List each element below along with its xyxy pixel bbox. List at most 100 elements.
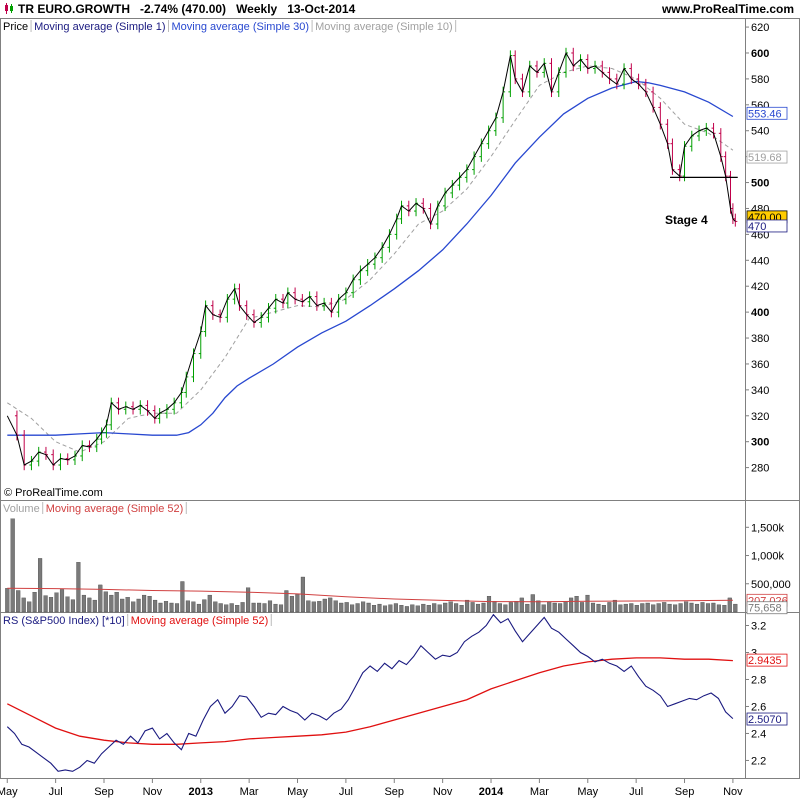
volume-y-axis: 500,000 1,000k 1,500k xyxy=(745,522,791,591)
volume-bar xyxy=(32,592,37,613)
volume-bar xyxy=(10,518,15,613)
volume-bar xyxy=(640,603,645,613)
site-url[interactable]: www.ProRealTime.com xyxy=(661,2,794,16)
volume-bar xyxy=(251,602,256,613)
price-y-axis: 2803003203403603804004204404604805005205… xyxy=(745,22,769,475)
stage-annotation: Stage 4 xyxy=(665,213,708,227)
volume-bar xyxy=(678,603,683,613)
time-x-axis: May Jul Sep Nov 2013 Mar May Jul Sep Nov 2014 Mar Ma… xyxy=(0,778,743,798)
volume-bar xyxy=(366,602,371,613)
volume-bar xyxy=(21,597,26,613)
volume-bar xyxy=(705,603,711,613)
volume-bar xyxy=(684,601,689,613)
volume-bar xyxy=(497,603,502,613)
panel-frames xyxy=(0,18,800,779)
rs-series xyxy=(6,613,734,772)
volume-bar xyxy=(530,594,535,613)
volume-bar xyxy=(563,601,568,613)
legend-entry: Moving average (Simple 30) xyxy=(172,21,310,33)
volume-bar xyxy=(273,603,278,613)
volume-bar xyxy=(656,603,661,613)
volume-bar xyxy=(207,594,212,613)
axis-marker-box xyxy=(746,150,788,164)
price-legend: Price Moving average (Simple 1) Moving ave… xyxy=(3,20,457,33)
x-tick-label: Sep xyxy=(384,786,404,798)
volume-bar xyxy=(142,594,147,613)
x-tick-label: Nov xyxy=(433,786,453,798)
price-panel: Price Moving average (Simple 1) Moving ave… xyxy=(3,20,788,499)
legend-entry: Moving average (Simple 52) xyxy=(131,615,269,627)
volume-bar xyxy=(284,590,289,613)
volume-bar xyxy=(415,605,420,613)
volume-bar xyxy=(114,592,119,613)
volume-bar xyxy=(98,584,103,613)
volume-bar xyxy=(153,599,158,613)
volume-series xyxy=(5,518,738,613)
volume-bar xyxy=(350,604,355,613)
header-left: TR EURO.GROWTH -2.74% (470.00) Weekly 13-Oc… xyxy=(4,2,365,16)
axis-marker-label: 553.46 xyxy=(748,108,782,120)
axis-marker-box xyxy=(746,219,788,233)
volume-bar xyxy=(432,603,437,613)
volume-bar xyxy=(514,601,519,613)
y-tick-label: 3 xyxy=(751,647,757,659)
volume-bar xyxy=(503,604,508,613)
y-tick-label: 3.2 xyxy=(751,620,766,632)
y-tick-label: 340 xyxy=(751,385,769,397)
y-tick-label: 1,000k xyxy=(751,551,785,563)
rs-ma-line xyxy=(7,657,733,745)
x-tick-label: Jul xyxy=(629,786,643,798)
volume-bar xyxy=(722,605,727,613)
y-tick-label: 380 xyxy=(751,333,769,345)
x-tick-label: Sep xyxy=(675,786,695,798)
x-tick-label: May xyxy=(577,786,598,798)
volume-bar xyxy=(437,604,442,613)
volume-bar xyxy=(547,601,552,613)
y-tick-label: 300 xyxy=(751,437,769,449)
volume-bar xyxy=(536,600,541,613)
axis-marker-label: 2.5070 xyxy=(748,714,782,726)
volume-bar xyxy=(163,601,169,613)
legend-entry: Volume xyxy=(3,503,40,515)
volume-bar xyxy=(475,603,481,613)
ma10-line xyxy=(7,65,734,453)
volume-bar xyxy=(694,603,700,613)
y-tick-label: 440 xyxy=(751,255,769,267)
volume-bar xyxy=(377,603,382,613)
volume-bar xyxy=(410,604,415,613)
volume-bar xyxy=(651,604,656,613)
volume-bar xyxy=(202,599,207,613)
volume-bar xyxy=(459,605,464,613)
volume-bar xyxy=(569,597,574,613)
volume-bar xyxy=(191,601,196,613)
volume-bar xyxy=(38,558,43,613)
volume-bar xyxy=(289,596,294,613)
volume-bar xyxy=(454,603,459,613)
y-tick-label: 460 xyxy=(751,229,769,241)
y-tick-label: 2.8 xyxy=(751,674,766,686)
volume-bar xyxy=(278,604,284,613)
x-tick-label: May xyxy=(287,786,308,798)
volume-bar xyxy=(120,598,125,613)
rs-line xyxy=(6,613,734,772)
volume-bar xyxy=(344,602,349,613)
volume-bar xyxy=(426,605,431,613)
volume-bar xyxy=(448,601,453,613)
volume-bar xyxy=(229,603,234,613)
axis-marker-box xyxy=(746,601,788,615)
volume-bar xyxy=(125,597,130,613)
volume-bar xyxy=(519,597,524,613)
price-close-line xyxy=(6,51,736,466)
volume-bar xyxy=(361,601,366,613)
y-tick-label: 2.2 xyxy=(751,755,766,767)
volume-bar xyxy=(629,603,634,613)
volume-bar xyxy=(65,596,70,613)
axis-marker-label: 519.68 xyxy=(748,152,782,164)
outer-frame xyxy=(0,18,800,779)
volume-bar xyxy=(596,603,601,613)
y-tick-label: 500 xyxy=(751,178,769,190)
x-tick-label: Mar xyxy=(240,786,259,798)
volume-bar xyxy=(267,600,273,613)
